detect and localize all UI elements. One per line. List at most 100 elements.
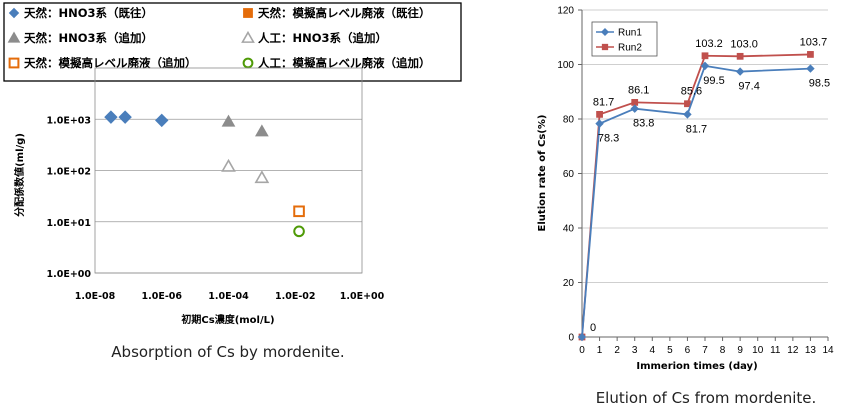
elution-data-point — [736, 52, 744, 60]
elution-legend-items: Run1 Run2 — [596, 28, 642, 54]
elution-data-label: 103.2 — [695, 38, 723, 50]
absorption-x-ticks: 1.0E-08 1.0E-06 1.0E-04 1.0E-02 1.0E+00 — [75, 291, 385, 302]
absorption-legend-label: 天然：模擬高レベル廃液（追加） — [24, 56, 197, 70]
absorption-data-point — [221, 114, 236, 127]
elution-x-tick-label: 11 — [770, 345, 781, 356]
elution-data-point — [683, 110, 692, 119]
absorption-data-points — [104, 110, 305, 238]
elution-data-label: 85.6 — [681, 86, 702, 98]
elution-x-tick-label: 14 — [822, 345, 834, 356]
elution-legend-label: Run2 — [618, 43, 642, 54]
absorption-x-tick-label: 1.0E-02 — [275, 291, 315, 302]
absorption-axes — [94, 67, 363, 274]
elution-y-tick-label: 100 — [557, 60, 574, 71]
elution-data-point — [631, 98, 639, 106]
elution-data-point — [807, 51, 814, 58]
elution-data-label: 81.7 — [686, 123, 707, 135]
absorption-data-point — [221, 158, 236, 172]
absorption-x-axis-label: 初期Cs濃度(mol/L) — [181, 313, 274, 326]
elution-x-tick-label: 4 — [650, 345, 656, 356]
absorption-data-point — [293, 225, 305, 238]
elution-x-tick-label: 3 — [632, 345, 638, 356]
absorption-x-tick-label: 1.0E-06 — [142, 291, 183, 302]
elution-x-axis-label: Immerion times (day) — [636, 361, 757, 372]
elution-y-tick-label: 120 — [557, 6, 574, 17]
absorption-x-tick-label: 1.0E-08 — [75, 291, 116, 302]
elution-data-label: 103.7 — [800, 36, 828, 48]
elution-y-tick-label: 40 — [563, 224, 575, 235]
elution-data-label: 86.1 — [628, 84, 649, 96]
elution-y-axis-label: Elution rate of Cs(%) — [537, 115, 548, 232]
elution-x-tick-label: 7 — [702, 345, 708, 356]
absorption-y-ticks: 1.0E+00 1.0E+01 1.0E+02 1.0E+03 — [47, 115, 92, 280]
absorption-chart: 天然：HNO3系（既往） 天然：模擬高レベル廃液（既往） 天然：HNO3系（追加） 人… — [3, 2, 462, 361]
elution-data-label: 83.8 — [633, 118, 654, 130]
absorption-data-point — [155, 113, 169, 128]
elution-data-labels: 0 81.7 78.3 86.1 83.8 85.6 81.7 103.2 99.5 103.0 9… — [590, 36, 830, 334]
absorption-data-point — [118, 110, 132, 124]
elution-x-tick-label: 1 — [597, 345, 603, 356]
absorption-legend-label: 天然：模擬高レベル廃液（既往） — [258, 6, 431, 20]
elution-x-tick-label: 2 — [614, 345, 620, 356]
elution-x-ticks: 0 1 2 3 4 5 6 7 8 9 10 11 12 13 14 — [579, 345, 834, 356]
elution-x-tick-label: 0 — [579, 345, 585, 356]
elution-x-tick-label: 5 — [667, 345, 673, 356]
absorption-legend-marker — [8, 7, 20, 19]
absorption-data-point — [104, 110, 118, 124]
elution-data-label: 0 — [590, 322, 596, 334]
absorption-legend-label: 人工：HNO3系（追加） — [258, 31, 387, 45]
absorption-caption: Absorption of Cs by mordenite. — [111, 343, 344, 361]
elution-legend-marker — [601, 43, 609, 51]
elution-legend — [591, 21, 658, 57]
absorption-legend-marker — [7, 31, 21, 43]
elution-x-tick-label: 10 — [752, 345, 764, 356]
absorption-legend-label: 人工：模擬高レベル廃液（追加） — [258, 56, 431, 70]
elution-data-point — [700, 61, 710, 71]
elution-y-ticks: 0 20 40 60 80 100 120 — [557, 6, 574, 344]
elution-y-tick-label: 60 — [563, 169, 575, 180]
elution-data-label: 97.4 — [738, 81, 759, 93]
absorption-legend-marker — [241, 30, 255, 43]
absorption-legend-items: 天然：HNO3系（既往） 天然：模擬高レベル廃液（既往） 天然：HNO3系（追加） 人… — [7, 6, 431, 70]
absorption-legend-marker — [242, 57, 254, 69]
elution-y-tick-label: 0 — [568, 333, 574, 344]
elution-data-label: 78.3 — [598, 133, 619, 145]
elution-x-tick-label: 13 — [805, 345, 817, 356]
absorption-x-tick-label: 1.0E+00 — [340, 291, 385, 302]
absorption-data-point — [254, 170, 270, 184]
elution-data-point — [630, 104, 639, 113]
elution-data-point — [735, 67, 745, 76]
absorption-legend-marker — [8, 57, 20, 69]
elution-data-label: 99.5 — [703, 75, 724, 87]
absorption-y-tick-label: 1.0E+02 — [47, 167, 92, 178]
absorption-legend-marker — [243, 8, 253, 18]
elution-data-label: 103.0 — [730, 38, 758, 50]
absorption-y-axis-label: 分配係数値(ml/g) — [13, 133, 26, 217]
elution-series-line — [581, 64, 811, 338]
elution-axes — [581, 10, 829, 341]
elution-data-label: 81.7 — [593, 96, 614, 108]
absorption-plot-frame — [94, 67, 363, 274]
elution-y-tick-label: 80 — [563, 115, 575, 126]
absorption-data-point — [255, 124, 269, 137]
elution-data-point — [684, 100, 691, 108]
elution-x-tick-label: 8 — [720, 345, 726, 356]
elution-legend-marker — [600, 27, 610, 37]
elution-caption: Elution of Cs from mordenite. — [596, 389, 817, 407]
elution-data-point — [701, 52, 709, 60]
elution-data-point — [596, 110, 603, 118]
elution-x-tick-label: 12 — [787, 345, 799, 356]
elution-data-point — [577, 332, 587, 342]
absorption-legend-label: 天然：HNO3系（既往） — [24, 6, 153, 20]
absorption-gridlines — [95, 118, 362, 274]
elution-y-tick-label: 20 — [563, 278, 575, 289]
elution-series — [577, 51, 815, 342]
elution-legend-label: Run1 — [618, 28, 642, 39]
absorption-x-tick-label: 1.0E-04 — [208, 291, 249, 302]
elution-x-tick-label: 9 — [737, 345, 743, 356]
absorption-data-point — [293, 205, 305, 218]
elution-data-point — [806, 64, 815, 73]
absorption-y-tick-label: 1.0E+03 — [47, 115, 92, 126]
absorption-y-tick-label: 1.0E+01 — [47, 218, 92, 229]
